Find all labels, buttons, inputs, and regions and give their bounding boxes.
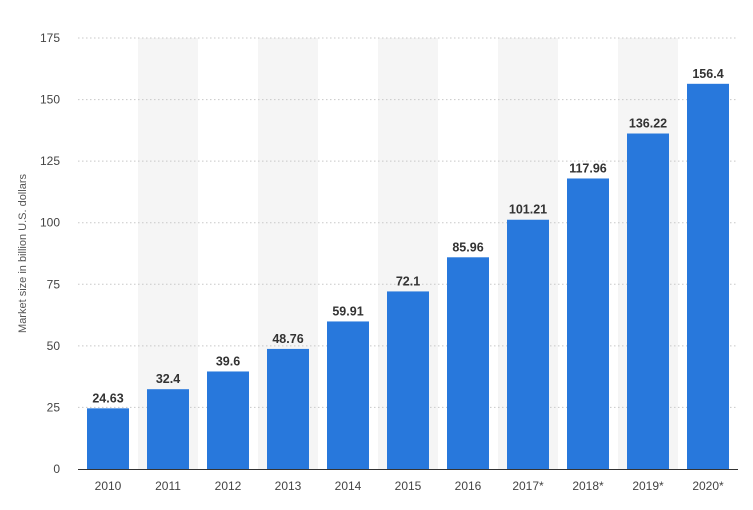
- data-labels: 24.63 32.4 39.6 48.76 59.91 72.1 85.96 101.21 11…: [92, 67, 723, 406]
- y-axis-ticks: 0 25 50 75 100 125 150 175: [40, 31, 60, 476]
- y-axis-title: Market size in billion U.S. dollars: [17, 174, 29, 333]
- bar: [267, 348, 309, 469]
- data-label: 156.4: [692, 67, 723, 81]
- bars: [87, 83, 729, 470]
- x-tick-label: 2014: [335, 479, 362, 493]
- x-tick-label: 2010: [95, 479, 122, 493]
- y-tick-label: 50: [47, 339, 61, 353]
- x-tick-label: 2013: [275, 479, 302, 493]
- x-tick-label: 2018*: [572, 479, 604, 493]
- y-tick-label: 25: [47, 400, 61, 414]
- x-tick-label: 2011: [155, 479, 181, 493]
- data-label: 136.22: [629, 117, 667, 131]
- y-tick-label: 150: [40, 93, 60, 107]
- bar: [147, 389, 189, 469]
- bar: [327, 321, 369, 469]
- data-label: 24.63: [92, 391, 123, 405]
- x-tick-label: 2019*: [632, 479, 664, 493]
- y-tick-label: 100: [40, 216, 60, 230]
- bar: [687, 83, 729, 469]
- data-label: 48.76: [272, 332, 303, 346]
- x-tick-label: 2012: [215, 479, 242, 493]
- data-label: 85.96: [452, 240, 483, 254]
- x-tick-label: 2016: [455, 479, 482, 493]
- x-axis-ticks: 2010 2011 2012 2013 2014 2015 2016 2017* 2018* 20…: [95, 479, 724, 493]
- y-tick-label: 125: [40, 154, 60, 168]
- bar: [207, 371, 249, 469]
- bar: [627, 133, 669, 470]
- x-tick-label: 2020*: [692, 479, 724, 493]
- bar: [87, 408, 129, 469]
- bar: [567, 178, 609, 469]
- data-label: 59.91: [332, 304, 363, 318]
- data-label: 32.4: [156, 372, 180, 386]
- y-tick-label: 0: [53, 462, 60, 476]
- y-tick-label: 175: [40, 31, 60, 45]
- data-label: 117.96: [569, 161, 607, 175]
- y-tick-label: 75: [47, 277, 61, 291]
- data-label: 101.21: [509, 203, 547, 217]
- bar: [507, 219, 549, 469]
- bar: [447, 257, 489, 469]
- bar: [387, 291, 429, 469]
- data-label: 39.6: [216, 354, 240, 368]
- data-label: 72.1: [396, 274, 420, 288]
- x-tick-label: 2017*: [512, 479, 544, 493]
- x-tick-label: 2015: [395, 479, 422, 493]
